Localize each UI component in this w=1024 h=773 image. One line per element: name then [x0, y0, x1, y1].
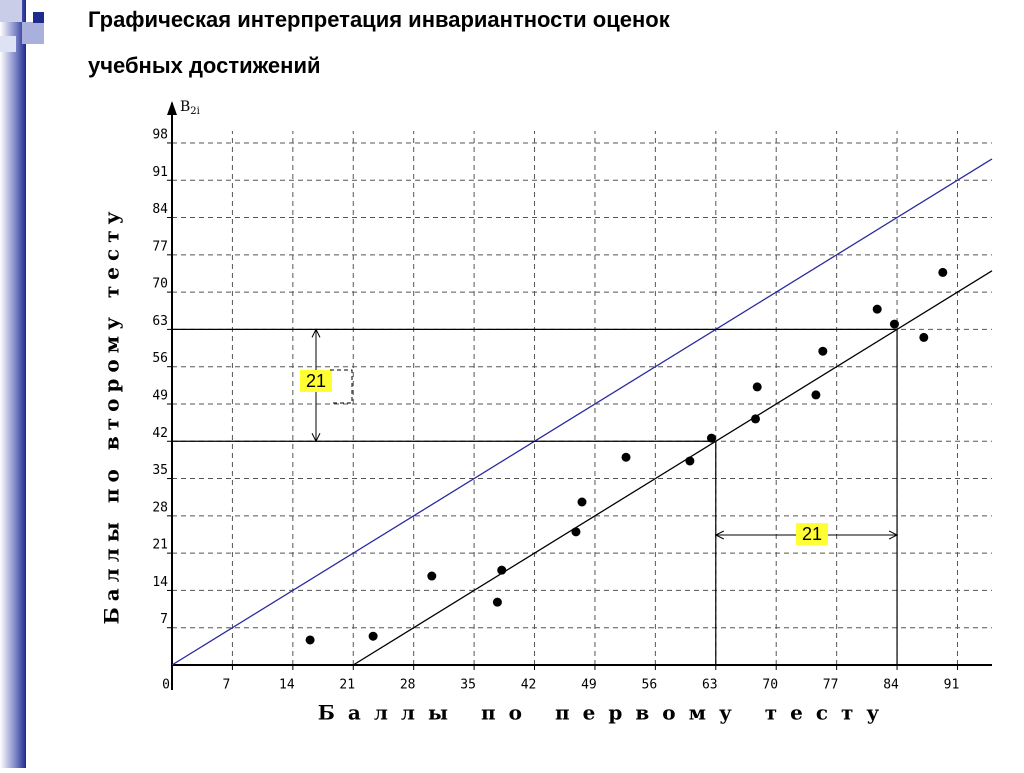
x-tick-label: 42 — [521, 678, 537, 693]
shift-label: 21 — [306, 371, 326, 391]
y-tick-label: 7 — [160, 612, 168, 627]
point — [305, 635, 315, 645]
y-axis-symbol-base: B — [180, 99, 190, 115]
side-bar — [0, 0, 26, 768]
point — [889, 319, 899, 329]
y-tick-label: 21 — [152, 538, 168, 553]
y-tick-label: 77 — [152, 239, 168, 254]
arrow-head — [714, 530, 725, 540]
y-tick-label: 56 — [152, 351, 168, 366]
y-axis-symbol: B2i — [180, 99, 200, 117]
x-tick-label: 63 — [702, 678, 718, 693]
point — [368, 631, 378, 641]
x-tick-label: 56 — [642, 678, 658, 693]
deco-square — [0, 36, 16, 52]
point — [492, 597, 502, 607]
x-tick-label: 14 — [279, 678, 295, 693]
point — [497, 565, 507, 575]
x-tick-label: 91 — [944, 678, 960, 693]
trend-line — [352, 270, 993, 666]
arrow-head — [888, 530, 899, 540]
deco-square — [0, 0, 22, 22]
point — [872, 304, 882, 314]
arrow-head — [311, 433, 321, 443]
y-tick-label: 14 — [152, 575, 168, 590]
y-tick-label: 49 — [152, 388, 168, 403]
title: Графическая интерпретация инвариантности… — [88, 7, 671, 32]
y-tick-label: 98 — [152, 127, 168, 142]
trend-line — [171, 158, 993, 666]
point — [752, 382, 762, 392]
x-axis-title: Баллы по первому тесту — [318, 701, 892, 725]
point — [577, 497, 587, 507]
x-tick-label: 7 — [223, 678, 231, 693]
y-tick-label: 42 — [152, 426, 168, 441]
arrow-head — [311, 328, 321, 338]
y-tick-label: 84 — [152, 202, 168, 217]
point — [919, 332, 929, 342]
x-tick-label: 35 — [460, 678, 476, 693]
point — [621, 452, 631, 462]
y-tick-label: 35 — [152, 463, 168, 478]
x-tick-label: 84 — [883, 678, 899, 693]
point — [750, 414, 760, 424]
point — [706, 433, 716, 443]
point — [427, 571, 437, 581]
point — [685, 456, 695, 466]
x-tick-label: 0 — [162, 678, 170, 693]
y-tick-label: 63 — [152, 314, 168, 329]
chart: 0 7 14 21 28 35 42 49 56 63 70 77 84 91 7 14 21 28 35 42 49 5… — [100, 99, 993, 725]
bullet — [33, 12, 44, 23]
point — [811, 390, 821, 400]
x-tick-label: 49 — [581, 678, 597, 693]
y-axis-arrow — [167, 101, 177, 115]
x-tick-label: 77 — [823, 678, 839, 693]
x-tick-label: 28 — [400, 678, 416, 693]
deco-square — [22, 22, 44, 44]
x-tick-label: 70 — [762, 678, 778, 693]
y-tick-label: 70 — [152, 277, 168, 292]
shift-label-bg — [796, 523, 828, 545]
y-axis-symbol-sub: 2i — [190, 106, 200, 117]
y-tick-label: 91 — [152, 165, 168, 180]
point — [938, 267, 948, 277]
point — [818, 346, 828, 356]
title: учебных достижений — [88, 53, 321, 78]
point — [571, 527, 581, 537]
y-tick-label: 28 — [152, 500, 168, 515]
bracket — [330, 369, 353, 404]
y-axis-title: Баллы по второму тесту — [100, 206, 124, 625]
x-tick-label: 21 — [339, 678, 355, 693]
shift-label-bg — [300, 370, 332, 392]
shift-label: 21 — [802, 524, 822, 544]
